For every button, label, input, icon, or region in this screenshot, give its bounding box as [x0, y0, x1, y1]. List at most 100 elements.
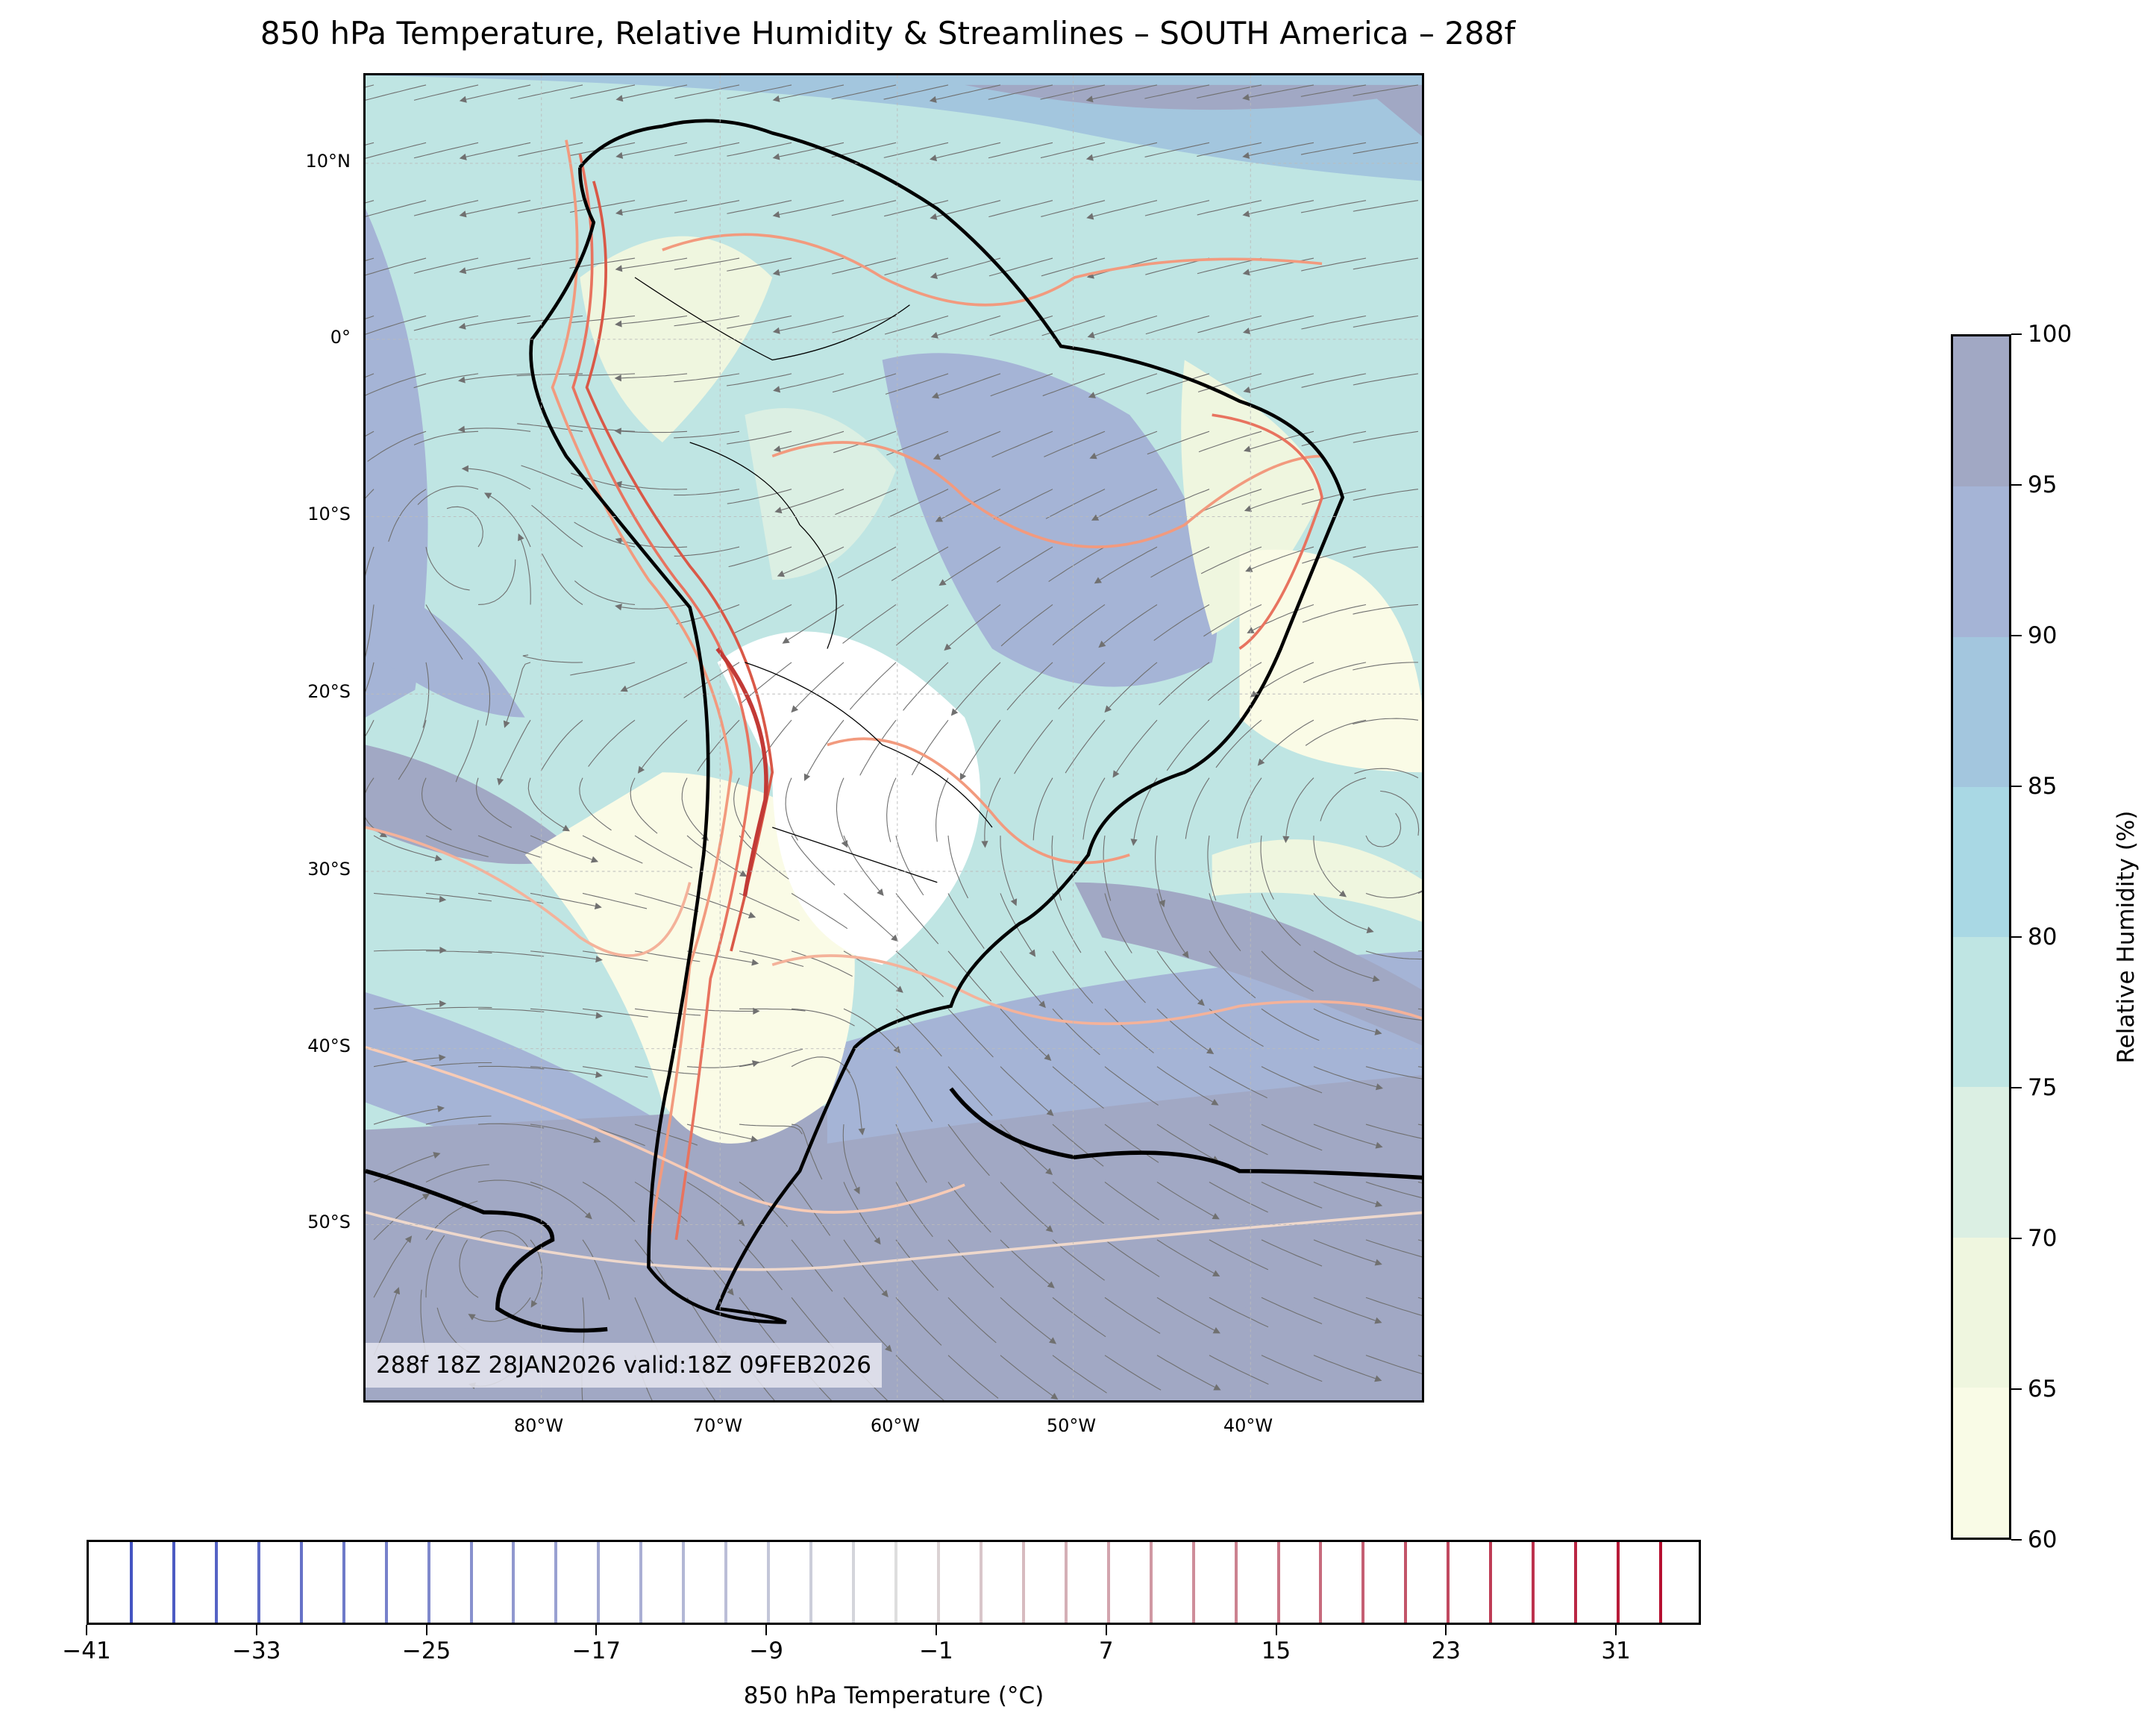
- streamline-arrow: [439, 947, 447, 954]
- tick-label: 65: [2028, 1376, 2058, 1403]
- temperature-contour-level: [852, 1542, 856, 1623]
- streamline: [1313, 1297, 1376, 1321]
- streamline: [1156, 1066, 1213, 1103]
- tick-mark: [595, 1625, 598, 1635]
- temperature-contour-level: [1106, 1542, 1110, 1623]
- streamline: [634, 1066, 701, 1075]
- temperature-contour-level: [469, 1542, 473, 1623]
- streamline: [621, 315, 688, 325]
- streamline-arrow: [750, 1135, 759, 1143]
- streamline: [1302, 546, 1367, 564]
- streamline: [464, 427, 531, 432]
- streamline: [859, 719, 897, 776]
- streamline: [374, 892, 440, 900]
- streamline-arrow: [853, 1186, 860, 1194]
- streamline: [1209, 1239, 1269, 1270]
- streamline-arrow: [518, 533, 524, 542]
- streamline: [506, 662, 531, 722]
- streamline: [425, 546, 470, 591]
- streamline: [686, 1239, 730, 1291]
- streamline: [1250, 373, 1314, 390]
- streamline: [366, 142, 427, 159]
- streamline: [1040, 142, 1106, 159]
- temperature-contour-level: [1659, 1542, 1663, 1623]
- temperature-contour-level: [639, 1542, 643, 1623]
- streamline: [1320, 777, 1367, 821]
- gridlines: [366, 75, 1422, 1400]
- streamline: [727, 489, 792, 504]
- streamline: [1156, 1355, 1215, 1388]
- streamline: [1313, 1066, 1377, 1088]
- streamline: [1041, 200, 1106, 217]
- streamline: [779, 200, 844, 216]
- streamline: [634, 892, 699, 912]
- streamline-arrow: [468, 1314, 476, 1320]
- streamline: [1365, 1124, 1422, 1139]
- streamline: [739, 1008, 806, 1012]
- streamline: [1353, 84, 1419, 96]
- streamline-arrow: [595, 1012, 604, 1019]
- streamline: [1302, 604, 1367, 623]
- streamline: [779, 84, 844, 100]
- streamline-arrow: [1046, 1109, 1054, 1117]
- streamline-arrow: [422, 1193, 430, 1200]
- streamline: [1300, 200, 1367, 213]
- streamline: [641, 719, 688, 768]
- streamline: [1150, 546, 1210, 578]
- streamline: [1104, 1355, 1162, 1391]
- streamline: [413, 142, 479, 159]
- streamline-arrow: [1243, 445, 1252, 453]
- streamline: [1353, 315, 1419, 328]
- temperature-contour-level: [682, 1542, 686, 1623]
- streamline: [373, 1108, 438, 1125]
- temperature-contour-level: [1149, 1542, 1153, 1623]
- streamline: [947, 1182, 991, 1233]
- streamline: [947, 1066, 993, 1116]
- streamline: [1197, 373, 1262, 392]
- streamline: [896, 604, 949, 646]
- streamline-arrow: [774, 507, 783, 514]
- streamline-arrow: [748, 912, 756, 918]
- streamline: [1248, 84, 1314, 98]
- streamline: [1052, 1008, 1100, 1056]
- streamline: [1148, 489, 1210, 516]
- humidity-band: [1953, 1387, 2009, 1538]
- streamline: [832, 373, 897, 393]
- temperature-contour-level: [214, 1542, 218, 1623]
- streamline: [366, 257, 427, 276]
- streamline: [883, 142, 949, 158]
- streamline-arrow: [1212, 1270, 1220, 1276]
- streamline-arrow: [614, 427, 621, 435]
- streamline: [779, 142, 844, 157]
- streamline: [888, 489, 949, 518]
- streamline: [1095, 430, 1158, 457]
- streamline-arrow: [1047, 1281, 1055, 1288]
- temperature-contour-level: [384, 1542, 388, 1623]
- streamline: [478, 950, 545, 957]
- streamline: [366, 373, 427, 396]
- temperature-contour-level: [129, 1542, 133, 1623]
- streamline: [413, 315, 479, 331]
- streamline: [1301, 315, 1367, 330]
- streamline-arrow: [930, 213, 938, 220]
- streamline: [1052, 1182, 1105, 1224]
- temperature-colorbar: [87, 1540, 1701, 1625]
- streamline: [569, 200, 636, 213]
- streamline: [569, 257, 636, 269]
- streamline-arrow: [1375, 1200, 1383, 1208]
- streamline: [366, 720, 375, 737]
- streamline-arrow: [503, 720, 510, 728]
- streamline: [366, 777, 382, 835]
- tick-mark: [1105, 1625, 1107, 1635]
- streamline: [366, 200, 427, 217]
- streamline: [1301, 373, 1367, 388]
- lon-label: 40°W: [1223, 1415, 1273, 1436]
- streamline: [674, 142, 740, 157]
- lon-label: 50°W: [1046, 1415, 1097, 1436]
- streamline-arrow: [1372, 975, 1380, 983]
- streamline: [1365, 950, 1422, 960]
- streamline: [739, 892, 800, 921]
- streamline: [1097, 489, 1158, 518]
- streamline-arrow: [439, 1000, 447, 1008]
- streamline-arrow: [772, 95, 780, 102]
